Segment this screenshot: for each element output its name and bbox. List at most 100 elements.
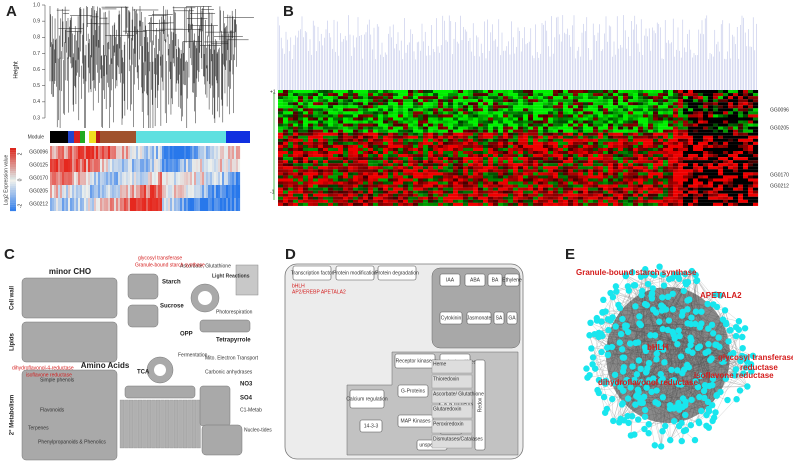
heat-cell bbox=[733, 111, 738, 114]
heat-cell bbox=[298, 102, 303, 105]
heat-cell bbox=[668, 136, 673, 139]
heat-cell bbox=[613, 133, 618, 136]
heat-cell bbox=[288, 108, 293, 111]
heat-cell bbox=[188, 159, 190, 172]
heat-cell bbox=[238, 198, 240, 211]
heat-cell bbox=[483, 108, 488, 111]
heat-cell bbox=[743, 169, 748, 172]
heat-cell bbox=[80, 172, 82, 185]
heat-cell bbox=[448, 93, 453, 96]
heat-cell bbox=[443, 114, 448, 117]
heat-cell bbox=[713, 188, 718, 191]
heat-cell bbox=[558, 111, 563, 114]
heat-cell bbox=[518, 133, 523, 136]
y-ticks: 0.30.40.50.60.70.80.91.0 bbox=[33, 2, 45, 121]
heat-cell bbox=[483, 154, 488, 157]
heat-cell bbox=[453, 108, 458, 111]
heat-cell bbox=[568, 102, 573, 105]
heat-cell bbox=[663, 130, 668, 133]
heat-cell bbox=[503, 90, 508, 93]
heat-cell bbox=[733, 142, 738, 145]
heat-cell bbox=[298, 145, 303, 148]
heat-cell bbox=[748, 200, 753, 203]
heat-cell bbox=[408, 90, 413, 93]
heat-cell bbox=[288, 182, 293, 185]
heat-cell bbox=[718, 178, 723, 181]
heat-cell bbox=[398, 108, 403, 111]
heat-cell bbox=[713, 160, 718, 163]
heat-cell bbox=[613, 160, 618, 163]
heat-cell bbox=[583, 133, 588, 136]
heat-cell bbox=[608, 188, 613, 191]
heat-cell bbox=[633, 114, 638, 117]
heat-cell bbox=[508, 133, 513, 136]
heat-cell bbox=[518, 145, 523, 148]
heat-cell bbox=[348, 157, 353, 160]
heat-cell bbox=[463, 203, 468, 206]
heat-cell bbox=[698, 108, 703, 111]
heat-cell bbox=[703, 182, 708, 185]
heat-cell bbox=[623, 163, 628, 166]
heat-cell bbox=[478, 102, 483, 105]
heat-cell bbox=[52, 159, 54, 172]
heat-cell bbox=[508, 111, 513, 114]
heat-cell bbox=[498, 99, 503, 102]
heat-cell bbox=[598, 163, 603, 166]
heat-cell bbox=[533, 114, 538, 117]
heat-cell bbox=[508, 142, 513, 145]
heat-cell bbox=[134, 185, 136, 198]
colorbar bbox=[10, 188, 16, 190]
heat-cell bbox=[668, 182, 673, 185]
heat-cell bbox=[683, 114, 688, 117]
heat-cell bbox=[423, 139, 428, 142]
heat-cell bbox=[413, 160, 418, 163]
heat-cell bbox=[558, 108, 563, 111]
heat-cell bbox=[313, 200, 318, 203]
heat-cell bbox=[613, 175, 618, 178]
colorbar bbox=[10, 161, 16, 163]
heat-cell bbox=[358, 148, 363, 151]
heat-cell bbox=[658, 148, 663, 151]
heat-cell bbox=[578, 169, 583, 172]
heat-cell bbox=[603, 111, 608, 114]
heat-cell bbox=[748, 145, 753, 148]
heat-cell bbox=[738, 93, 743, 96]
heat-cell bbox=[288, 105, 293, 108]
heat-cell bbox=[628, 117, 633, 120]
heat-cell bbox=[603, 117, 608, 120]
heat-cell bbox=[403, 200, 408, 203]
heat-cell bbox=[232, 159, 234, 172]
heat-cell bbox=[538, 96, 543, 99]
heat-cell bbox=[448, 90, 453, 93]
heat-cell bbox=[433, 99, 438, 102]
heat-cell bbox=[438, 145, 443, 148]
heat-cell bbox=[288, 127, 293, 130]
heat-cell bbox=[216, 185, 218, 198]
heat-cell bbox=[728, 194, 733, 197]
heat-cell bbox=[338, 154, 343, 157]
row-label: GG0125 bbox=[29, 162, 48, 168]
heat-cell bbox=[338, 142, 343, 145]
heat-cell bbox=[648, 194, 653, 197]
heat-cell bbox=[593, 90, 598, 93]
heat-cell bbox=[628, 111, 633, 114]
heat-cell bbox=[678, 99, 683, 102]
heat-cell bbox=[513, 194, 518, 197]
heat-cell bbox=[658, 124, 663, 127]
heat-cell bbox=[603, 142, 608, 145]
heat-cell bbox=[708, 191, 713, 194]
heat-cell bbox=[523, 117, 528, 120]
heat-cell bbox=[638, 121, 643, 124]
heat-cell bbox=[528, 133, 533, 136]
heat-cell bbox=[308, 108, 313, 111]
heat-cell bbox=[708, 93, 713, 96]
heat-cell bbox=[673, 124, 678, 127]
heat-cell bbox=[388, 114, 393, 117]
heat-cell bbox=[200, 172, 202, 185]
heat-cell bbox=[518, 154, 523, 157]
heat-cell bbox=[578, 151, 583, 154]
heat-cell bbox=[102, 198, 104, 211]
heat-cell bbox=[508, 114, 513, 117]
heat-cell bbox=[503, 200, 508, 203]
heat-cell bbox=[743, 90, 748, 93]
